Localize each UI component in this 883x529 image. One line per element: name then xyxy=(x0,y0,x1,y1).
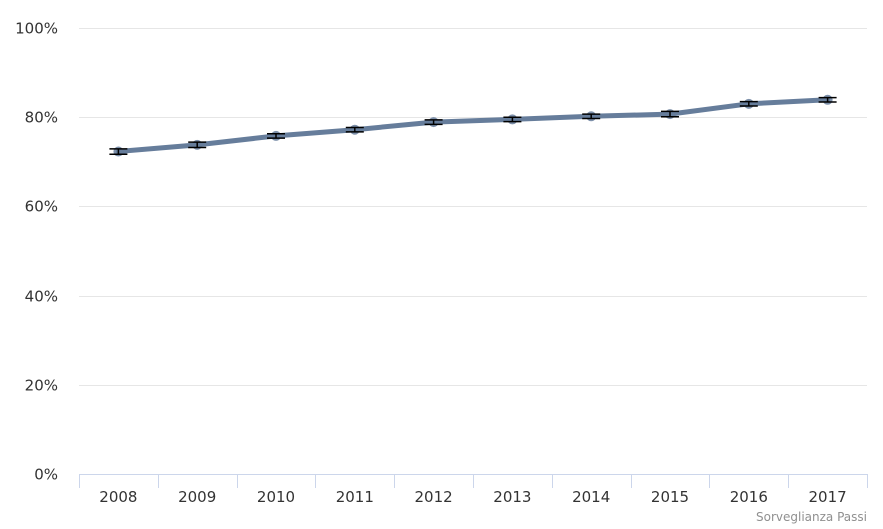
y-tick-label-40: 40% xyxy=(25,288,58,306)
x-tick-label-2012: 2012 xyxy=(415,488,453,506)
y-axis-labels: 0% 20% 40% 60% 80% 100% xyxy=(15,20,58,484)
y-tick-label-100: 100% xyxy=(15,20,58,38)
series-line-group xyxy=(115,97,831,154)
series-line-0 xyxy=(115,97,831,154)
y-tick-label-20: 20% xyxy=(25,377,58,395)
error-bars xyxy=(109,96,837,155)
error-bar-2013 xyxy=(503,116,522,123)
y-tick-label-0: 0% xyxy=(34,466,58,484)
x-axis-labels: 2008 2009 2010 2011 2012 2013 2014 2015 2016 2017 xyxy=(99,488,846,506)
error-bar-2010 xyxy=(267,132,285,139)
x-tick-label-2015: 2015 xyxy=(651,488,689,506)
y-tick-label-80: 80% xyxy=(25,109,58,127)
error-bar-2008 xyxy=(109,148,128,155)
credit-label: Sorveglianza Passi xyxy=(756,510,867,524)
x-tick-label-2017: 2017 xyxy=(809,488,847,506)
data-points xyxy=(113,94,833,157)
x-tick-label-2016: 2016 xyxy=(730,488,768,506)
error-bar-2015 xyxy=(661,110,679,118)
error-bar-2011 xyxy=(345,126,364,133)
error-bar-2009 xyxy=(188,141,207,149)
error-bar-2012 xyxy=(424,119,443,126)
x-tick-label-2008: 2008 xyxy=(99,488,137,506)
x-tick-label-2009: 2009 xyxy=(178,488,216,506)
x-tick-label-2013: 2013 xyxy=(493,488,531,506)
y-tick-label-60: 60% xyxy=(25,198,58,216)
error-bar-2017 xyxy=(818,96,837,103)
grid-lines xyxy=(79,28,867,386)
x-tick-label-2014: 2014 xyxy=(572,488,610,506)
x-tick-label-2011: 2011 xyxy=(336,488,374,506)
x-axis xyxy=(79,474,868,488)
x-tick-label-2010: 2010 xyxy=(257,488,295,506)
error-bar-2016 xyxy=(739,100,758,107)
error-bar-2014 xyxy=(582,113,601,120)
